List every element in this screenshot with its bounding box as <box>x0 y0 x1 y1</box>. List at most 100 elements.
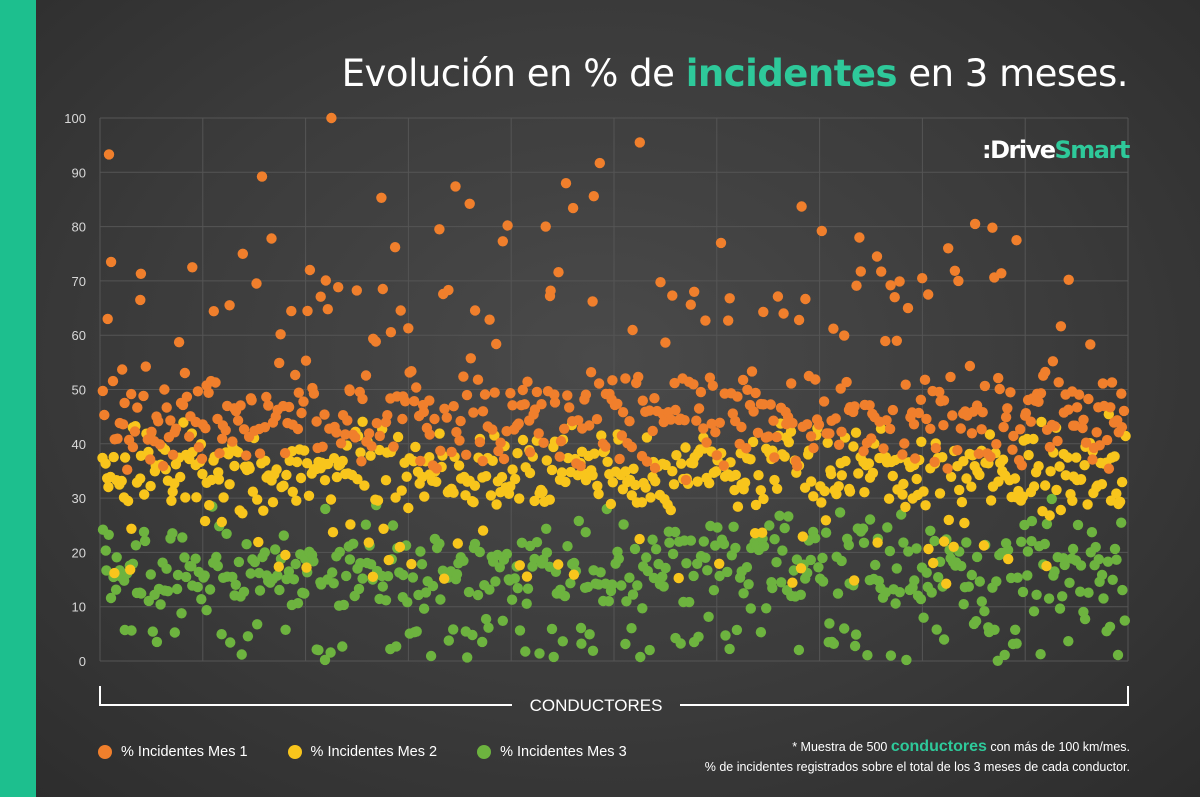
point-mes1 <box>200 423 211 434</box>
point-mes2 <box>199 515 211 527</box>
point-mes1 <box>1052 435 1063 447</box>
point-mes1 <box>1101 434 1113 446</box>
point-mes2 <box>961 473 972 484</box>
y-tick-label: 50 <box>72 383 86 398</box>
point-mes1 <box>279 448 291 459</box>
point-mes3 <box>767 582 778 594</box>
point-mes3 <box>1112 649 1124 661</box>
point-mes3 <box>681 558 692 569</box>
point-mes2 <box>271 464 282 475</box>
point-mes2 <box>704 478 715 489</box>
accent-bar <box>0 0 36 797</box>
point-mes2 <box>213 474 225 485</box>
point-mes2 <box>1071 452 1082 463</box>
point-mes3 <box>1109 543 1121 555</box>
point-mes2 <box>668 479 680 490</box>
point-mes2 <box>836 470 847 481</box>
point-mes1 <box>434 224 445 235</box>
y-tick-label: 20 <box>72 545 86 560</box>
point-mes3 <box>728 521 739 532</box>
point-mes2 <box>783 437 794 448</box>
point-mes1 <box>214 448 225 459</box>
point-mes3 <box>1102 556 1114 567</box>
point-mes1 <box>649 393 660 404</box>
point-mes1 <box>140 361 151 372</box>
point-mes1 <box>710 427 721 438</box>
point-mes3 <box>292 598 304 609</box>
point-mes3 <box>660 562 671 574</box>
point-mes2 <box>605 498 617 510</box>
point-mes1 <box>505 388 516 399</box>
point-mes1 <box>808 442 819 454</box>
point-mes1 <box>256 171 268 182</box>
point-mes1 <box>455 415 466 427</box>
point-mes1 <box>1073 389 1085 400</box>
point-mes2 <box>206 474 217 486</box>
point-mes3 <box>155 599 166 610</box>
point-mes3 <box>650 544 662 555</box>
point-mes3 <box>870 559 881 571</box>
point-mes1 <box>333 282 344 293</box>
point-mes2 <box>769 474 780 486</box>
point-mes2 <box>911 473 922 485</box>
point-mes1 <box>97 385 109 397</box>
point-mes2 <box>714 558 725 569</box>
point-mes3 <box>793 644 805 656</box>
chart-title: Evolución en % de incidentes en 3 meses. <box>342 52 1129 95</box>
point-mes1 <box>1116 422 1128 433</box>
point-mes3 <box>658 581 669 592</box>
point-mes2 <box>180 492 191 503</box>
point-mes1 <box>810 374 821 385</box>
point-mes1 <box>397 413 408 425</box>
point-mes3 <box>647 534 658 545</box>
point-mes1 <box>533 428 544 439</box>
point-mes1 <box>1015 424 1026 435</box>
point-mes1 <box>706 418 717 429</box>
point-mes3 <box>1072 519 1084 531</box>
point-mes1 <box>489 387 500 398</box>
point-mes2 <box>916 436 927 447</box>
point-mes1 <box>718 460 729 471</box>
point-mes3 <box>233 556 245 568</box>
point-mes1 <box>173 337 185 348</box>
point-mes3 <box>891 563 902 574</box>
point-mes3 <box>642 565 653 577</box>
point-mes3 <box>974 576 985 587</box>
point-mes3 <box>327 567 338 578</box>
point-mes1 <box>227 436 238 447</box>
point-mes2 <box>1060 470 1072 481</box>
point-mes1 <box>184 431 195 442</box>
point-mes2 <box>729 484 740 496</box>
point-mes3 <box>402 597 413 608</box>
point-mes1 <box>135 268 147 279</box>
point-mes3 <box>161 563 172 574</box>
point-mes2 <box>378 523 389 534</box>
point-mes3 <box>722 566 733 578</box>
point-mes3 <box>434 538 445 549</box>
point-mes1 <box>1035 388 1047 399</box>
point-mes1 <box>787 417 798 429</box>
point-mes1 <box>994 383 1005 395</box>
point-mes1 <box>612 398 623 409</box>
point-mes2 <box>512 448 523 459</box>
point-mes3 <box>692 558 703 569</box>
point-mes1 <box>704 372 716 383</box>
point-mes3 <box>849 640 861 652</box>
point-mes2 <box>978 540 990 551</box>
point-mes2 <box>640 482 651 493</box>
point-mes3 <box>420 587 432 598</box>
point-mes2 <box>997 454 1009 465</box>
point-mes3 <box>1041 518 1053 530</box>
point-mes3 <box>933 572 944 583</box>
point-mes3 <box>467 629 478 641</box>
point-mes1 <box>319 409 330 420</box>
point-mes2 <box>645 492 656 503</box>
point-mes2 <box>1067 495 1078 506</box>
point-mes3 <box>225 637 236 648</box>
point-mes3 <box>885 650 897 661</box>
point-mes2 <box>958 456 969 467</box>
point-mes3 <box>290 558 301 570</box>
point-mes3 <box>644 644 655 656</box>
point-mes3 <box>1117 584 1128 596</box>
point-mes3 <box>1002 544 1014 556</box>
